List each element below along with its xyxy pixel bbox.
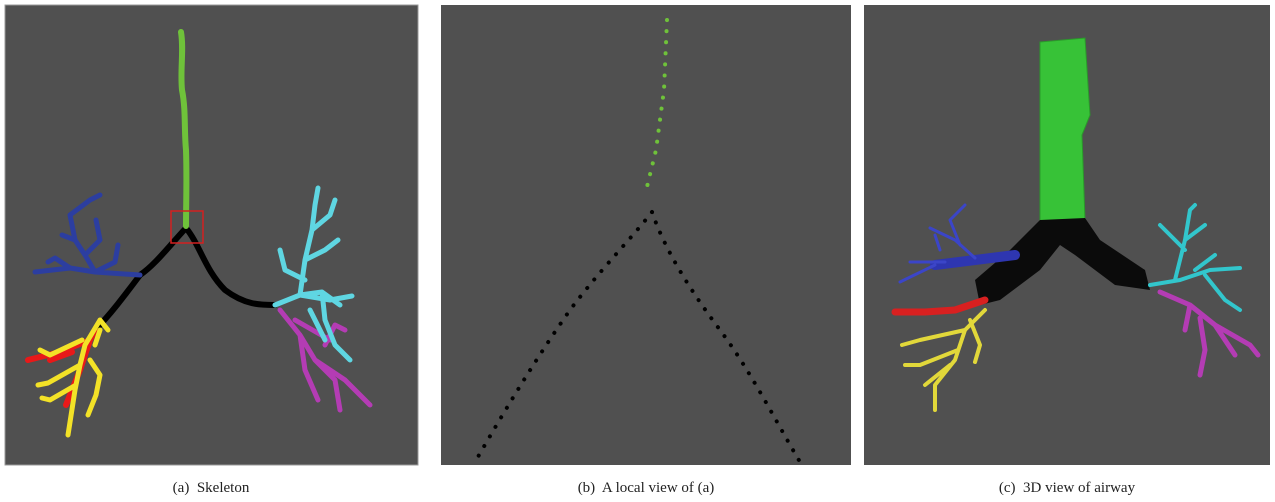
panel-local-view: [441, 5, 851, 465]
panel-background: [441, 5, 851, 465]
caption: (c) 3D view of airway: [999, 480, 1136, 496]
panel-skeleton: [5, 5, 418, 465]
panel-3d-view: [864, 5, 1270, 465]
caption: (b) A local view of (a): [578, 480, 715, 496]
trachea-3d: [1040, 38, 1090, 222]
figure: (a) Skeleton (b) A local view of (a) (c)…: [0, 0, 1275, 502]
caption: (a) Skeleton: [173, 480, 250, 496]
